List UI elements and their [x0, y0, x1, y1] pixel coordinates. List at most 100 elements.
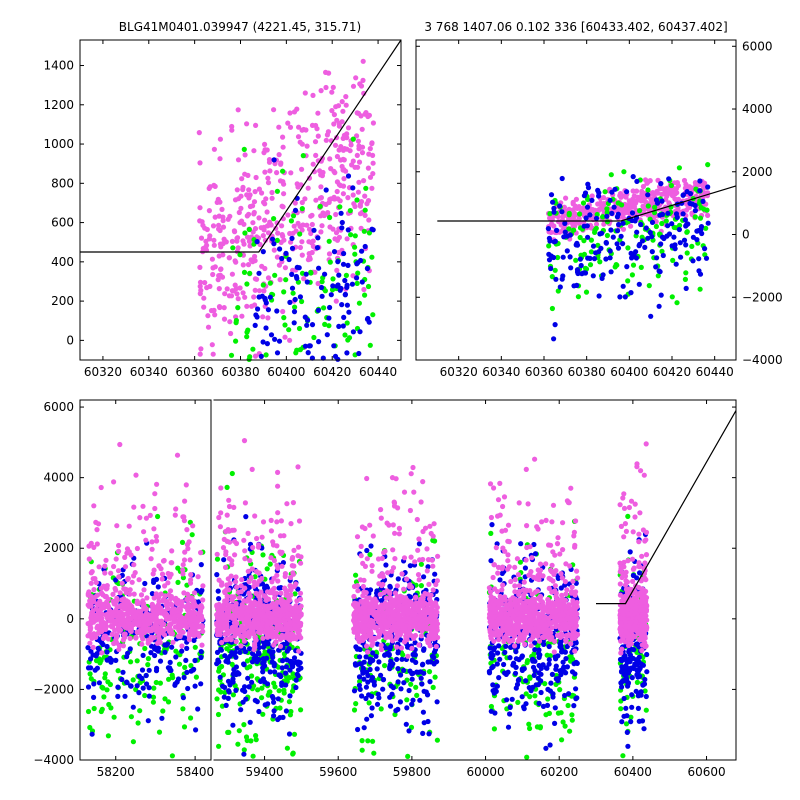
data-point — [339, 225, 345, 231]
data-point — [145, 662, 151, 668]
data-point — [340, 191, 346, 197]
data-point — [418, 669, 424, 675]
data-point — [259, 263, 265, 269]
data-point — [608, 227, 614, 233]
data-point — [623, 194, 629, 200]
data-point — [242, 630, 248, 636]
data-point — [152, 505, 158, 512]
data-point — [683, 270, 689, 276]
data-point — [140, 685, 146, 691]
data-point — [270, 654, 276, 661]
data-point — [675, 183, 682, 189]
data-point — [388, 683, 394, 689]
data-point — [214, 661, 220, 667]
data-point — [192, 644, 198, 650]
data-point — [302, 196, 308, 202]
data-point — [276, 672, 282, 678]
data-point — [308, 230, 314, 237]
data-point — [369, 226, 375, 232]
data-point — [430, 587, 436, 593]
data-point — [206, 208, 212, 214]
data-point — [244, 121, 250, 127]
data-point — [595, 201, 601, 207]
data-point — [603, 256, 609, 262]
data-point — [233, 639, 239, 645]
data-point — [622, 294, 628, 300]
data-point — [274, 170, 280, 176]
data-point — [293, 677, 299, 683]
data-point — [150, 694, 157, 700]
data-point — [359, 126, 365, 132]
data-point — [350, 329, 356, 335]
data-point — [324, 332, 330, 338]
data-point — [638, 221, 644, 228]
data-point — [210, 351, 216, 357]
data-point — [570, 201, 576, 207]
data-point — [262, 141, 268, 147]
data-point — [123, 586, 129, 593]
data-point — [297, 223, 303, 229]
data-point — [151, 526, 157, 532]
data-point — [254, 535, 260, 542]
data-point — [237, 285, 243, 291]
data-point — [222, 564, 229, 571]
data-point — [291, 583, 297, 590]
data-point — [195, 706, 201, 712]
data-point — [629, 272, 636, 278]
data-point — [210, 223, 217, 229]
data-point — [190, 626, 196, 632]
data-point — [224, 512, 230, 518]
data-point — [240, 634, 246, 640]
data-point — [282, 322, 288, 328]
data-point — [260, 711, 266, 717]
data-point — [136, 577, 142, 583]
data-point — [616, 221, 622, 228]
data-point — [241, 722, 247, 728]
data-point — [363, 654, 369, 660]
data-point — [279, 682, 285, 688]
data-point — [381, 589, 387, 596]
data-point — [269, 195, 275, 201]
data-point — [588, 249, 595, 255]
data-point — [114, 523, 120, 529]
data-point — [247, 243, 253, 249]
data-point — [216, 222, 222, 228]
data-point — [288, 521, 294, 527]
data-point — [180, 562, 186, 568]
data-point — [653, 264, 659, 270]
data-point — [91, 544, 97, 551]
data-point — [352, 244, 358, 250]
data-point — [686, 184, 693, 190]
x-tick-label: 60400 — [610, 365, 648, 379]
data-point — [418, 583, 424, 589]
data-point — [151, 579, 157, 586]
data-point — [245, 262, 252, 268]
data-point — [546, 243, 552, 249]
data-point — [277, 705, 283, 711]
data-point — [275, 230, 281, 236]
data-point — [344, 320, 350, 326]
data-point — [555, 254, 561, 261]
data-point — [159, 576, 165, 582]
data-point — [172, 681, 178, 687]
data-point — [158, 618, 165, 624]
data-point — [212, 312, 218, 318]
data-point — [363, 684, 369, 690]
data-point — [356, 159, 363, 165]
data-point — [592, 229, 598, 235]
data-point — [113, 556, 119, 562]
data-point — [217, 674, 223, 680]
data-point — [315, 235, 321, 241]
data-point — [95, 645, 101, 652]
data-point — [265, 180, 272, 186]
data-point — [176, 600, 182, 607]
data-point — [335, 103, 342, 109]
data-point — [298, 560, 304, 566]
data-point — [698, 224, 705, 230]
data-point — [163, 642, 170, 648]
data-point — [351, 583, 358, 590]
data-point — [426, 669, 433, 675]
data-point — [101, 605, 107, 611]
data-point — [215, 196, 221, 202]
data-point — [249, 303, 255, 309]
